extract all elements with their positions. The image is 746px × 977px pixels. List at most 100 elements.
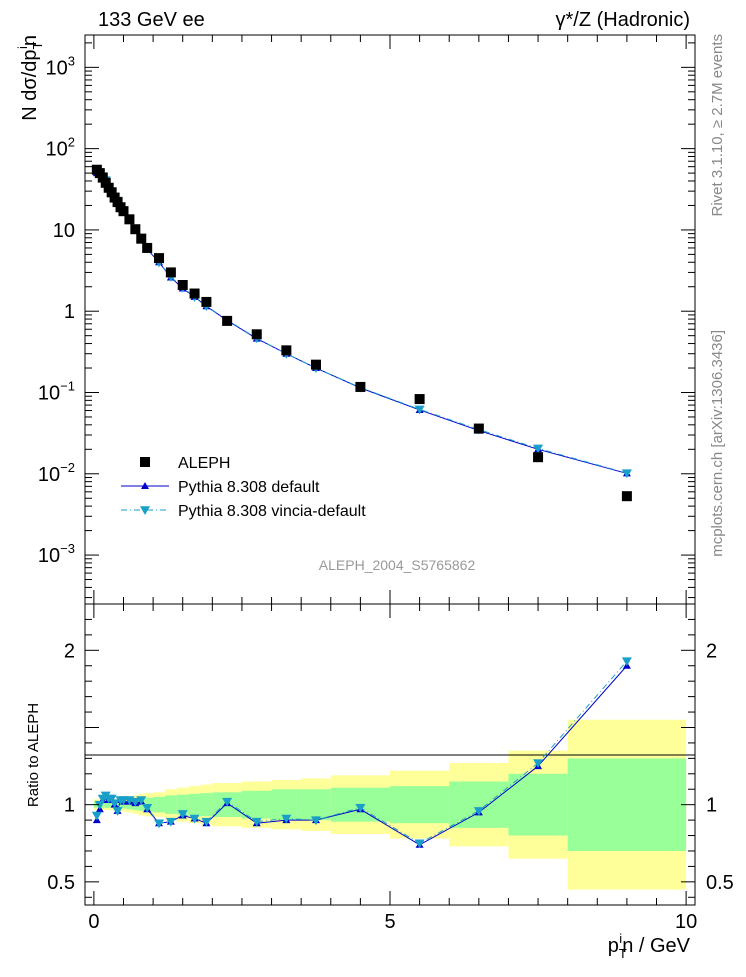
ratio-band-inner [241, 790, 272, 819]
main-y-tick-label-base: 10 [38, 464, 60, 486]
ratio-band-inner [200, 793, 213, 817]
legend-vincia-marker [140, 506, 150, 515]
legend-aleph-marker [140, 457, 150, 467]
ratio-band-inner [122, 800, 127, 809]
vincia-line [96, 171, 628, 474]
ratio-band-inner [107, 801, 111, 808]
ratio-vincia-point [533, 759, 544, 768]
aleph-point [281, 345, 292, 356]
ratio-vincia-point [355, 804, 366, 813]
main-y-title-sup: i [15, 46, 30, 49]
main-y-tick-label: 10−2 [38, 460, 75, 486]
ratio-marks [91, 657, 632, 849]
ratio-band-inner [508, 773, 568, 836]
aleph-point [251, 329, 262, 340]
ratio-y-tick-label-right: 0.5 [706, 872, 734, 894]
ratio-vincia-point [109, 799, 120, 809]
ratio-band-inner [449, 781, 509, 828]
ratio-vincia-point [201, 817, 212, 827]
side-labels: Rivet 3.1.10, ≥ 2.7M events mcplots.cern… [709, 34, 726, 557]
ratio-band-inner [176, 794, 189, 815]
ratio-axes: 0 5 10 0.5 0.5 1 1 2 2 [47, 604, 734, 933]
mcplots-label: mcplots.cern.ch [arXiv:1306.3436] [709, 330, 726, 557]
main-y-tick-label: 10−3 [38, 541, 75, 567]
ratio-vincia-point [154, 819, 165, 829]
main-y-tick-label: 10−1 [38, 378, 75, 404]
ratio-vincia-point [222, 797, 233, 807]
header-right: γ*/Z (Hadronic) [556, 9, 690, 31]
ratio-vincia-point [414, 839, 425, 849]
main-y-title: N dσ/dpTin [15, 35, 45, 121]
ratio-y-tick-label: 2 [64, 640, 75, 662]
ratio-vincia-point [106, 794, 117, 804]
main-y-tick-label-exp: −3 [60, 541, 75, 556]
ratio-vincia-point [91, 811, 102, 821]
ratio-x-tick-label: 10 [675, 911, 697, 933]
vincia-point [621, 469, 632, 479]
main-y-tick-label-exp: 2 [68, 135, 75, 150]
aleph-point [414, 394, 425, 405]
legend-label: ALEPH [178, 455, 230, 472]
ratio-vincia-point [112, 807, 123, 816]
legend-pythia-default-marker [141, 482, 149, 489]
ratio-x-title-tail: n / GeV [622, 935, 690, 957]
main-y-tick-label-base: 10 [38, 545, 60, 567]
vincia-point [533, 444, 544, 454]
ratio-y-title: Ratio to ALEPH [25, 703, 42, 807]
ratio-vincia-point [130, 797, 141, 807]
ratio-y-tick-label-right: 2 [706, 640, 717, 662]
ratio-x-tick-label: 0 [88, 911, 99, 933]
aleph-point [165, 267, 176, 278]
ratio-vincia-point [310, 816, 321, 826]
main-y-tick-label: 10 [53, 220, 75, 242]
main-y-tick-label-exp: 3 [68, 53, 75, 68]
aleph-point [533, 452, 544, 463]
ratio-band-inner [153, 796, 165, 813]
aleph-point [310, 359, 321, 370]
ratio-x-title-text: p [608, 935, 619, 957]
aleph-point [355, 381, 366, 392]
ratio-band-inner [116, 801, 120, 808]
ratio-vincia-point [189, 814, 200, 824]
ratio-vincia-point [281, 814, 292, 824]
aleph-point [621, 491, 632, 502]
ratio-x-title: pTin / GeV [608, 931, 691, 961]
main-y-tick-label-base: 10 [46, 139, 68, 161]
ratio-vincia-point [251, 817, 262, 827]
main-y-tick-label-exp: −2 [60, 460, 75, 475]
legend-label: Pythia 8.308 default [178, 479, 320, 496]
aleph-point [222, 315, 233, 326]
main-marks [91, 164, 632, 502]
main-y-tick-label-base: 10 [38, 382, 60, 404]
ratio-x-tick-label: 5 [384, 911, 395, 933]
main-y-tick-label-base: 10 [53, 220, 75, 242]
main-y-tick-label: 1 [64, 301, 75, 323]
aleph-point [177, 280, 188, 291]
aleph-point [136, 233, 147, 244]
ratio-band-inner [110, 801, 114, 808]
ratio-y-tick-label: 1 [64, 795, 75, 817]
main-panel: ALEPH_2004_S5765862 ALEPH Pythia 8.308 de… [15, 34, 696, 605]
ratio-y-tick-label: 0.5 [47, 872, 75, 894]
main-y-title-text: N dσ/dp [19, 49, 41, 120]
ratio-x-title-sup: i [619, 931, 622, 946]
rivet-label: Rivet 3.1.10, ≥ 2.7M events [709, 34, 726, 217]
ratio-vincia-point [142, 804, 153, 813]
ratio-band-inner [101, 801, 105, 808]
aleph-point [473, 423, 484, 434]
main-y-title-sub: T [30, 41, 45, 49]
legend-label: Pythia 8.308 vincia-default [178, 503, 366, 520]
aleph-point [130, 224, 141, 235]
ratio-panel: 0 5 10 0.5 0.5 1 1 2 2 Ratio to ALEPH pTin / GeV [25, 603, 734, 961]
aleph-point [106, 187, 117, 198]
legend: ALEPH Pythia 8.308 default Pythia 8.308 vi… [121, 455, 366, 520]
aleph-point [189, 288, 200, 299]
ratio-band-inner [567, 758, 687, 851]
vincia-point [414, 405, 425, 415]
ratio-band-inner [188, 793, 201, 816]
main-y-tick-label: 102 [46, 135, 75, 161]
aleph-point [154, 253, 165, 264]
aleph-point [201, 296, 212, 307]
